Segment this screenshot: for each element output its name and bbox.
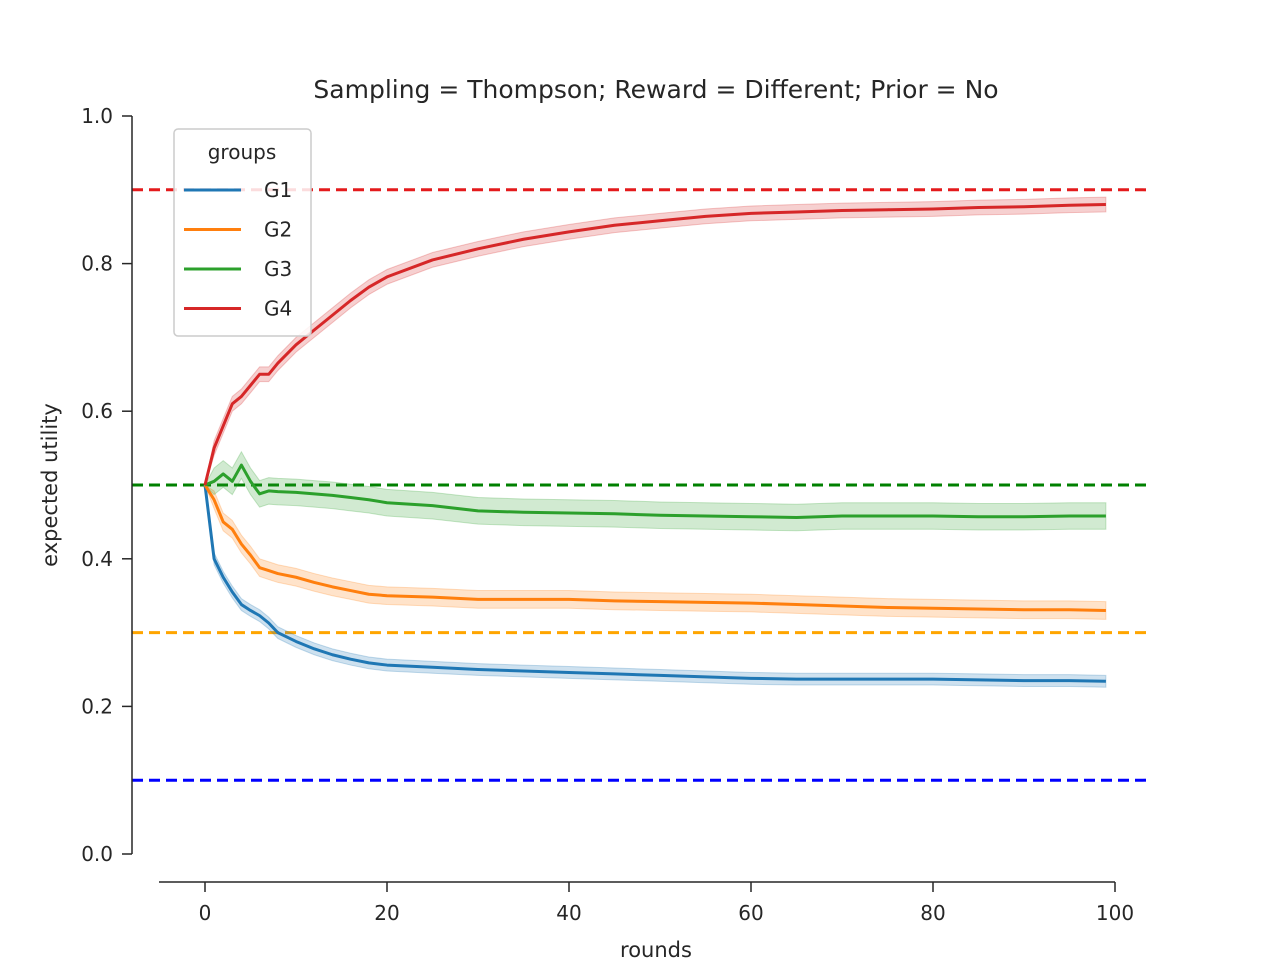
chart-title: Sampling = Thompson; Reward = Different;… <box>313 75 998 104</box>
series-line-G3 <box>204 463 1106 519</box>
series-lines <box>203 203 1106 683</box>
x-axis: 0 20 40 60 80 100 <box>159 881 1134 925</box>
y-tick-label: 0.6 <box>81 399 113 423</box>
y-axis-label: expected utility <box>38 403 62 567</box>
series-line-G1 <box>203 484 1106 683</box>
band-G4 <box>204 196 1107 486</box>
legend-label-G2: G2 <box>264 218 292 242</box>
y-tick-label: 0.0 <box>81 842 113 866</box>
legend-label-G1: G1 <box>264 178 292 202</box>
confidence-bands <box>203 196 1107 688</box>
x-axis-label: rounds <box>620 938 692 960</box>
legend-title: groups <box>208 140 277 164</box>
x-tick-label: 80 <box>920 901 945 925</box>
x-tick-label: 100 <box>1096 901 1134 925</box>
band-G3 <box>204 450 1107 532</box>
x-tick-label: 60 <box>738 901 763 925</box>
y-tick-label: 0.4 <box>81 547 113 571</box>
y-tick-label: 0.2 <box>81 694 113 718</box>
series-line-G2 <box>203 484 1106 612</box>
legend-label-G4: G4 <box>264 297 292 321</box>
x-tick-label: 0 <box>199 901 212 925</box>
x-tick-label: 20 <box>374 901 399 925</box>
y-tick-label: 0.8 <box>81 252 113 276</box>
legend-label-G3: G3 <box>264 257 292 281</box>
x-tick-label: 40 <box>556 901 581 925</box>
legend-box <box>173 128 312 337</box>
y-axis: 0.0 0.2 0.4 0.6 0.8 1.0 <box>81 104 133 866</box>
series-line-G4 <box>203 203 1106 486</box>
y-tick-label: 1.0 <box>81 104 113 128</box>
legend: groups G1 G2 G3 G4 <box>173 128 312 337</box>
